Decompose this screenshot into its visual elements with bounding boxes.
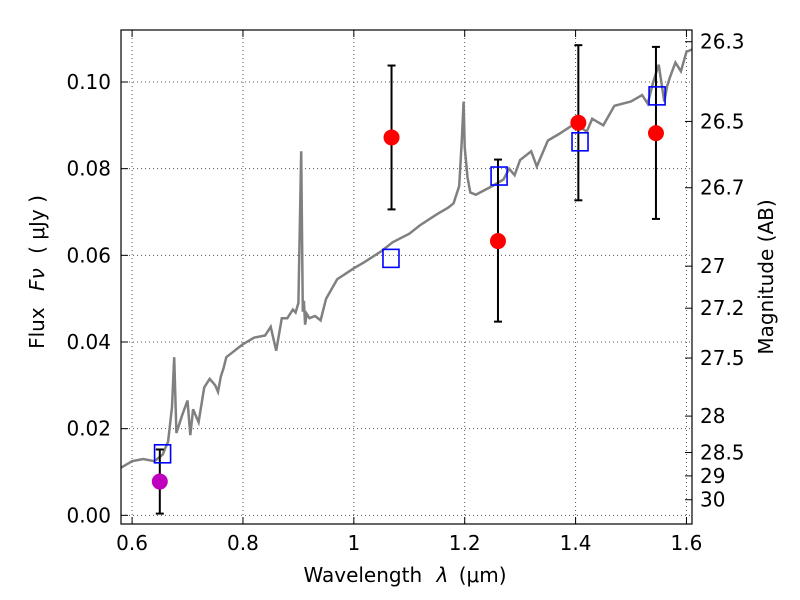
grid <box>121 30 692 524</box>
y-tick-label: 0.10 <box>66 70 111 94</box>
magnitude-tick-label: 28 <box>700 404 725 428</box>
ticks: 0.6 0.8 1 1.2 1.4 1.6 0.00 0.02 0.04 0.06 0.08 0.10… <box>66 30 744 555</box>
x-tick-label: 0.6 <box>116 531 148 555</box>
y-tick-label: 0.06 <box>66 243 111 267</box>
data-point <box>570 114 587 131</box>
magnitude-tick-label: 27.5 <box>700 346 745 370</box>
x-tick-label: 1.4 <box>560 531 592 555</box>
model-band-point <box>382 248 400 269</box>
data-point <box>647 125 664 142</box>
magnitude-tick-label: 27 <box>700 254 725 278</box>
magnitude-tick-label: 26.7 <box>700 176 745 200</box>
data-point <box>383 129 400 146</box>
model-spectrum-line <box>120 48 693 469</box>
model-band-point <box>571 132 589 152</box>
y-axis-label: Flux Fν ( μJy ) <box>25 195 49 349</box>
data-point <box>151 473 168 490</box>
x-axis-label: Wavelength λ (μm) <box>303 563 506 587</box>
model-band-points <box>153 86 666 464</box>
magnitude-tick-label: 26.3 <box>700 30 745 54</box>
magnitude-tick-label: 28.5 <box>700 441 745 465</box>
y-tick-label: 0.08 <box>66 157 111 181</box>
y-tick-label: 0.00 <box>66 503 111 527</box>
model-band-point <box>490 166 508 186</box>
x-tick-label: 1.6 <box>671 531 703 555</box>
data-points <box>151 114 664 490</box>
model-band-point <box>153 443 172 464</box>
magnitude-tick-label: 27.2 <box>700 296 745 320</box>
x-tick-label: 1 <box>347 531 360 555</box>
magnitude-tick-label: 29 <box>700 464 725 488</box>
x-tick-label: 0.8 <box>227 531 259 555</box>
plot-frame <box>120 29 693 525</box>
y-tick-label: 0.02 <box>66 417 111 441</box>
x-tick-label: 1.2 <box>449 531 481 555</box>
model-band-point <box>648 86 666 106</box>
data-point <box>489 233 506 250</box>
magnitude-axis-label: Magnitude (AB) <box>754 199 778 354</box>
error-bars <box>155 44 660 515</box>
magnitude-tick-label: 30 <box>700 488 725 512</box>
y-tick-label: 0.04 <box>66 330 111 354</box>
magnitude-tick-label: 26.5 <box>700 109 745 133</box>
